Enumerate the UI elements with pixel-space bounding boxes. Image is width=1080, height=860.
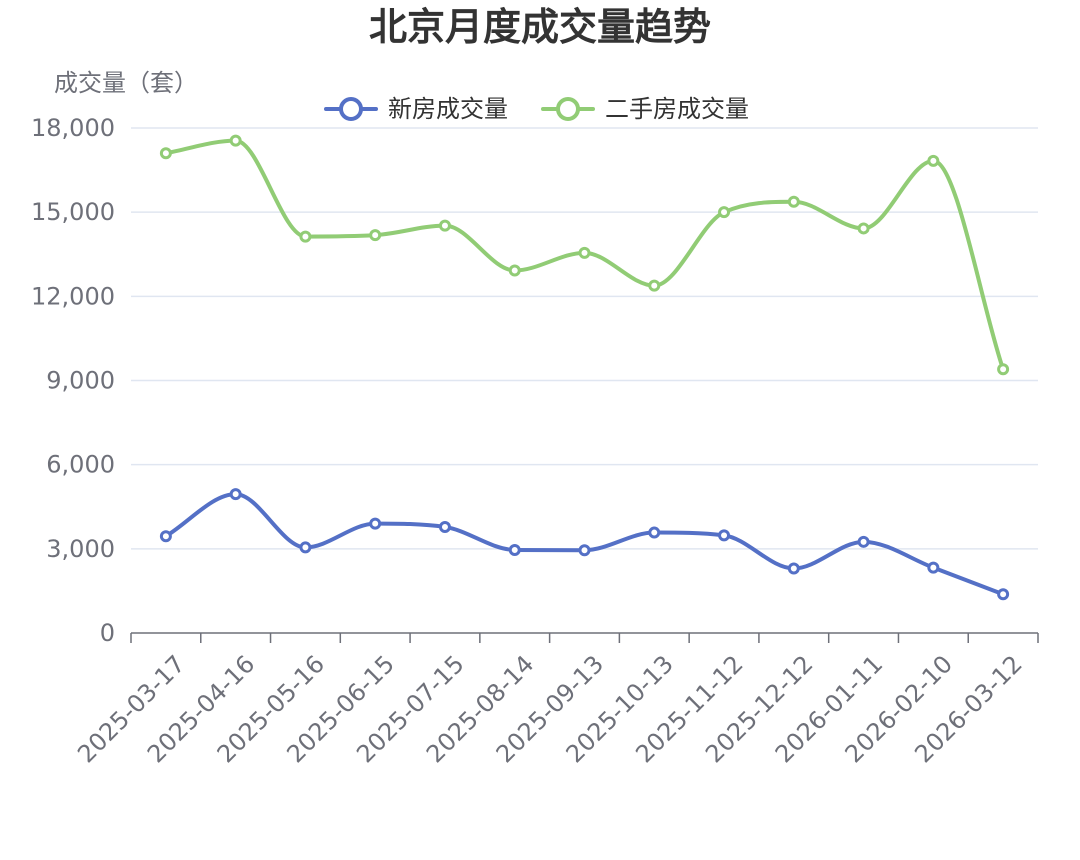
legend-marker-icon (339, 97, 363, 121)
y-tick-label: 9,000 (46, 367, 115, 395)
legend-label: 二手房成交量 (605, 95, 749, 123)
y-tick-label: 15,000 (31, 198, 115, 226)
data-point[interactable] (508, 543, 521, 556)
data-point[interactable] (787, 562, 800, 575)
data-point[interactable] (578, 544, 591, 557)
data-point[interactable] (648, 526, 661, 539)
data-point[interactable] (369, 229, 382, 242)
legend-item-second-hand-homes[interactable]: 二手房成交量 (541, 95, 749, 123)
y-tick-label: 18,000 (31, 114, 115, 142)
data-point[interactable] (648, 279, 661, 292)
data-point[interactable] (438, 520, 451, 533)
series-new-homes (159, 488, 1010, 601)
data-point[interactable] (299, 541, 312, 554)
y-tick-label: 12,000 (31, 282, 115, 310)
series-second-hand-homes (159, 134, 1010, 376)
data-point[interactable] (997, 363, 1010, 376)
chart-title: 北京月度成交量趋势 (369, 5, 711, 49)
data-point[interactable] (369, 517, 382, 530)
data-point[interactable] (299, 230, 312, 243)
y-tick-label: 3,000 (46, 535, 115, 563)
data-point[interactable] (787, 195, 800, 208)
y-tick-label: 6,000 (46, 451, 115, 479)
data-point[interactable] (229, 134, 242, 147)
legend-item-new-homes[interactable]: 新房成交量 (324, 95, 508, 123)
y-axis-title: 成交量（套） (54, 69, 198, 97)
series-lines (159, 134, 1010, 601)
data-point[interactable] (927, 561, 940, 574)
legend-marker-icon (556, 97, 580, 121)
data-point[interactable] (508, 264, 521, 277)
data-point[interactable] (438, 219, 451, 232)
data-point[interactable] (927, 154, 940, 167)
y-tick-label: 0 (100, 619, 115, 647)
data-point[interactable] (718, 529, 731, 542)
data-point[interactable] (857, 222, 870, 235)
data-point[interactable] (159, 147, 172, 160)
data-point[interactable] (159, 530, 172, 543)
data-point[interactable] (229, 488, 242, 501)
series-line (163, 492, 1006, 597)
legend[interactable]: 新房成交量 二手房成交量 (324, 95, 749, 123)
legend-label: 新房成交量 (388, 95, 508, 123)
data-point[interactable] (857, 535, 870, 548)
data-point[interactable] (578, 246, 591, 259)
data-point[interactable] (997, 588, 1010, 601)
data-point[interactable] (718, 206, 731, 219)
